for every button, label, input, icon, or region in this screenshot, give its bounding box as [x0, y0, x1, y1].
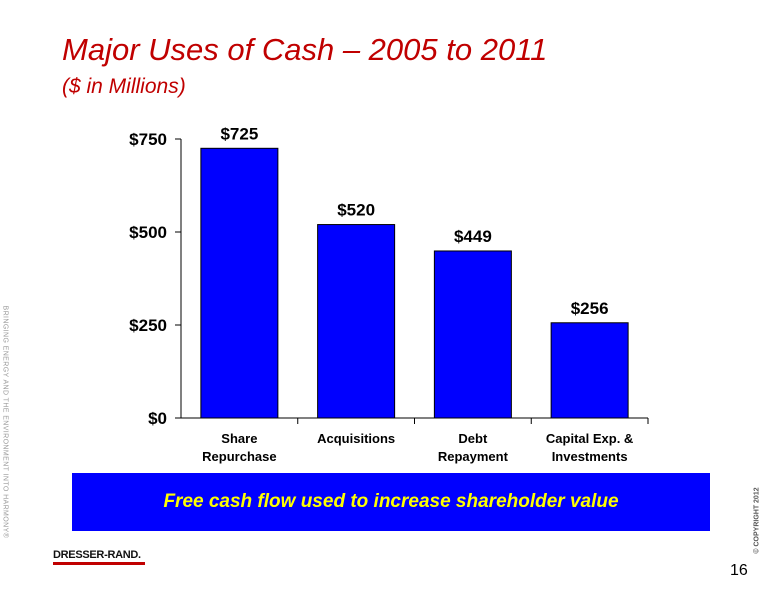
bar — [433, 250, 512, 419]
x-tick-label: Debt — [458, 431, 488, 446]
y-tick-label: $250 — [129, 316, 167, 335]
tagline-vertical: BRINGING ENERGY AND THE ENVIRONMENT INTO… — [1, 305, 9, 539]
page-number: 16 — [730, 562, 748, 579]
y-tick-label: $500 — [129, 223, 167, 242]
slide-title: Major Uses of Cash – 2005 to 2011 — [62, 32, 548, 67]
y-tick-label: $0 — [148, 409, 167, 428]
data-label: $449 — [454, 227, 492, 246]
callout-text: Free cash flow used to increase sharehol… — [163, 491, 619, 512]
x-tick-label: Repayment — [438, 449, 509, 464]
data-label: $725 — [220, 124, 258, 143]
slide-subtitle: ($ in Millions) — [62, 75, 186, 98]
logo-wordmark: DRESSER-RAND. — [53, 549, 141, 561]
bar — [550, 322, 629, 419]
copyright-vertical: © COPYRIGHT 2012 — [753, 487, 761, 554]
x-tick-label: Acquisitions — [317, 431, 395, 446]
data-label: $256 — [571, 299, 609, 318]
x-tick-label: Investments — [552, 449, 628, 464]
bar — [200, 147, 279, 419]
x-tick-label: Repurchase — [202, 449, 276, 464]
logo-underline — [53, 562, 145, 565]
x-tick-label: Share — [221, 431, 257, 446]
company-logo: DRESSER-RAND. — [53, 549, 145, 565]
callout-banner: Free cash flow used to increase sharehol… — [72, 473, 710, 531]
y-tick-label: $750 — [129, 130, 167, 149]
bar — [317, 224, 396, 419]
data-label: $520 — [337, 201, 375, 220]
x-tick-label: Capital Exp. & — [546, 431, 633, 446]
